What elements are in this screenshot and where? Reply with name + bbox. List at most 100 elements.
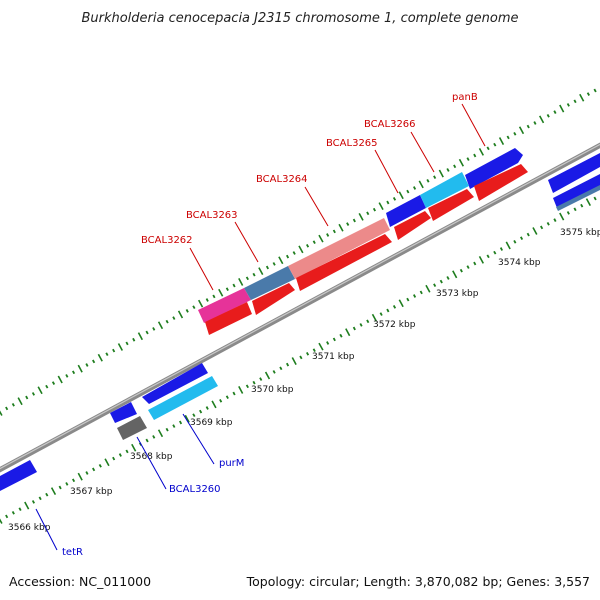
feature-red-4[interactable]	[394, 211, 431, 240]
leader-bcal3264	[304, 186, 329, 227]
inner-tick	[392, 304, 397, 309]
outer-tick	[358, 213, 364, 221]
outer-tick	[112, 348, 116, 353]
feature-bcal3264-upper[interactable]	[288, 218, 390, 279]
outer-tick	[245, 276, 249, 281]
outer-tick	[152, 327, 156, 331]
inner-tick	[585, 198, 592, 206]
feature-red-6[interactable]	[474, 164, 528, 201]
inner-tick	[459, 268, 463, 273]
feature-right-edge-lower[interactable]	[553, 174, 600, 208]
feature-red-5[interactable]	[428, 189, 474, 221]
inner-tick	[172, 424, 176, 428]
feature-tetR[interactable]	[0, 460, 37, 491]
feature-red-1[interactable]	[205, 302, 252, 335]
inner-tick	[58, 485, 62, 490]
inner-tick	[513, 239, 517, 244]
inner-tick	[473, 261, 477, 266]
inner-tick	[446, 276, 450, 280]
inner-tick	[546, 221, 550, 226]
gene-label-bcal3263: BCAL3263	[186, 210, 238, 221]
outer-tick	[92, 359, 96, 364]
outer-tick	[205, 298, 209, 302]
leader-bcal3265	[374, 149, 399, 194]
leader-bcal3263	[234, 221, 259, 263]
leader-panB	[461, 103, 486, 147]
feature-bcal3260-lower[interactable]	[117, 416, 147, 440]
inner-tick	[264, 371, 271, 380]
inner-tick	[205, 406, 209, 410]
inner-tick	[312, 348, 316, 353]
outer-tick	[493, 142, 497, 147]
outer-tick	[5, 406, 9, 411]
feature-panB-upper[interactable]	[465, 148, 523, 189]
feature-red-3[interactable]	[296, 234, 392, 291]
feature-right-edge-light[interactable]	[556, 185, 600, 211]
outer-tick	[137, 332, 144, 341]
feature-right-edge-upper[interactable]	[548, 153, 600, 193]
inner-tick	[145, 438, 149, 443]
inner-tick	[219, 398, 223, 403]
inner-tick	[211, 400, 217, 409]
feature-purM-lower[interactable]	[148, 376, 218, 420]
tick-label-3570: 3570 kbp	[251, 385, 294, 395]
feature-tracks	[0, 148, 600, 491]
inner-tick	[225, 395, 229, 400]
feature-red-2[interactable]	[252, 283, 295, 315]
outer-tick	[272, 262, 276, 266]
gene-label-bcal3262: BCAL3262	[141, 235, 193, 246]
feature-purM-upper[interactable]	[142, 363, 208, 404]
outer-tick	[372, 207, 376, 212]
inner-tick	[486, 254, 490, 259]
inner-tick	[532, 227, 538, 235]
inner-tick	[77, 472, 83, 481]
outer-tick	[298, 245, 304, 254]
gene-label-bcal3264: BCAL3264	[256, 174, 308, 185]
inner-tick	[85, 471, 89, 475]
outer-tick	[306, 243, 310, 248]
outer-tick	[338, 223, 344, 232]
outer-tick	[526, 124, 530, 129]
inner-tick	[352, 326, 356, 331]
inner-tick	[286, 362, 290, 367]
outer-tick	[218, 288, 224, 297]
outer-tick	[486, 146, 490, 151]
inner-tick	[326, 341, 330, 345]
outer-tick	[11, 402, 15, 407]
leader-purM	[182, 413, 215, 465]
inner-tick	[452, 270, 458, 279]
feature-bcal3265-upper[interactable]	[386, 195, 426, 227]
inner-tick	[359, 323, 363, 327]
outer-tick	[77, 364, 83, 373]
feature-bcal3263-upper[interactable]	[244, 266, 295, 300]
inner-tick	[520, 236, 524, 241]
outer-tick	[132, 337, 136, 342]
outer-tick	[117, 343, 124, 351]
inner-tick	[299, 355, 303, 360]
inner-tick	[419, 290, 423, 295]
outer-tick	[332, 229, 336, 234]
outer-tick	[518, 126, 525, 135]
inner-tick	[24, 501, 30, 510]
inner-tick	[345, 328, 351, 337]
feature-bcal3266-upper[interactable]	[420, 172, 469, 208]
outer-tick	[165, 319, 169, 324]
outer-tick	[286, 254, 290, 259]
outer-tick	[312, 240, 316, 245]
leader-bcal3260	[136, 436, 167, 490]
outer-tick	[292, 251, 296, 255]
outer-tick	[406, 189, 410, 194]
outer-tick	[252, 272, 256, 277]
inner-tick	[131, 443, 137, 452]
inner-tick	[505, 241, 511, 250]
outer-tick	[157, 321, 164, 330]
topology-text: Topology: circular; Length: 3,870,082 bp…	[246, 574, 590, 589]
feature-bcal3262-upper[interactable]	[198, 288, 251, 323]
tick-label-3567: 3567 kbp	[70, 487, 113, 497]
inner-tick	[466, 265, 470, 269]
feature-bcal3260-upper[interactable]	[110, 402, 137, 423]
backbone-line	[0, 142, 600, 473]
outer-tick	[278, 256, 284, 265]
outer-tick	[566, 103, 570, 107]
inner-tick	[179, 420, 183, 425]
